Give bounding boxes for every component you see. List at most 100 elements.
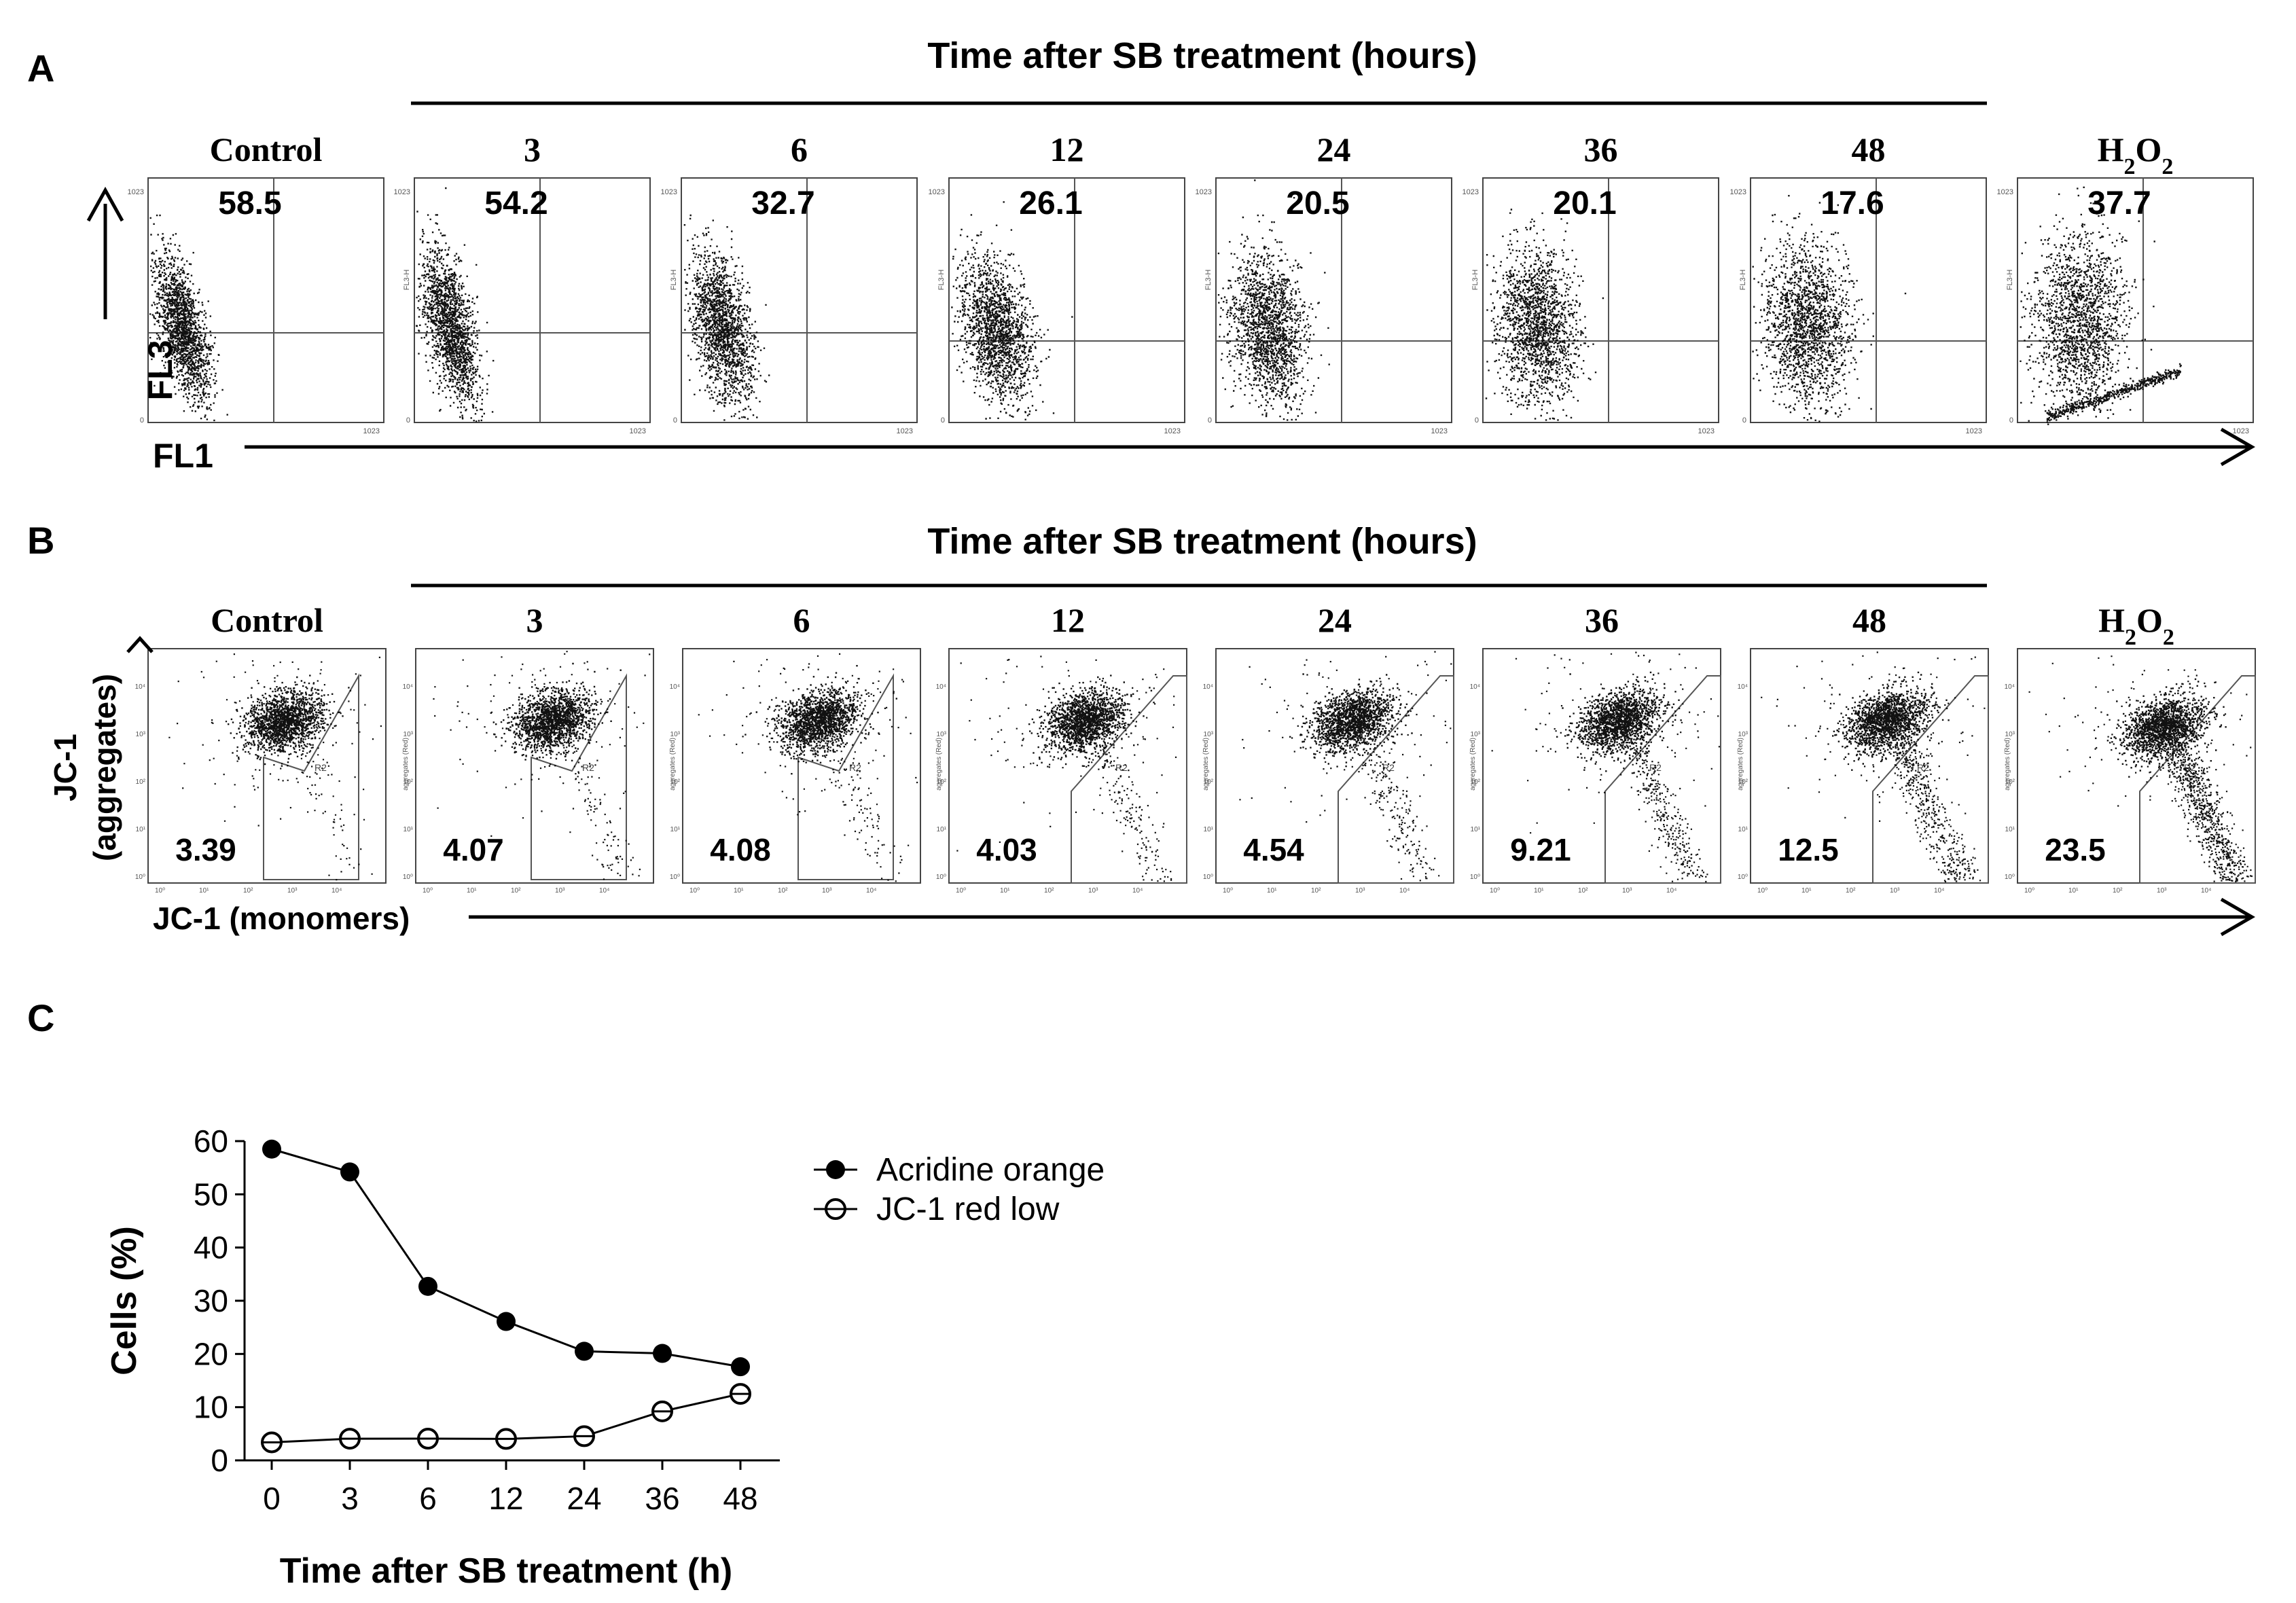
tick-label: 10¹ — [1267, 887, 1277, 895]
fl3-axis: FL3 — [86, 186, 179, 401]
flow-plot-b: 6 R2 10⁰ 10¹ 10² 10³ 10⁴ 10⁰ 10¹ 10² 10³ 10⁴ aggrega… — [669, 601, 921, 895]
column-header-b: 6 — [793, 601, 810, 639]
tick-label: 0 — [941, 416, 945, 425]
event-dots — [1761, 651, 1986, 883]
tick-label: 10² — [2113, 887, 2123, 895]
gate-r2 — [531, 673, 627, 880]
tick-label: 10¹ — [403, 826, 414, 833]
panel-a-header: Time after SB treatment (hours) — [927, 35, 1477, 76]
jc1-axis-label-line2: (aggregates) — [87, 674, 122, 861]
tick-label: 1023 — [1730, 188, 1746, 196]
quadrant-percentage: 54.2 — [484, 185, 548, 221]
tick-label: 10¹ — [734, 887, 744, 895]
gate-label: R2 — [1115, 762, 1128, 773]
gate-percentage: 9.21 — [1510, 832, 1571, 867]
quadrant-percentage: 32.7 — [751, 185, 814, 221]
gate-label: R2 — [849, 762, 861, 773]
tick-label: 1023 — [1463, 188, 1479, 196]
plot-frame — [147, 177, 384, 423]
tick-label: 10⁰ — [1203, 873, 1213, 881]
fl1-axis: FL1 — [153, 427, 2255, 475]
tick-label: 10¹ — [937, 826, 947, 833]
tick-label: 10¹ — [136, 826, 146, 833]
tick-label: 0 — [2009, 416, 2013, 425]
tick-label: 0 — [673, 416, 677, 425]
tick-label: 1023 — [128, 188, 144, 196]
event-dots — [951, 201, 1073, 420]
tick-label: 10⁴ — [1934, 887, 1944, 895]
fl1-axis-label: FL1 — [153, 437, 213, 475]
x-tick-label: 0 — [263, 1481, 281, 1516]
series-line — [271, 1148, 741, 1368]
tick-label: 10⁰ — [670, 873, 680, 881]
tick-label: 10² — [778, 887, 788, 895]
legend-label: Acridine orange — [876, 1152, 1105, 1188]
x-tick-label: 3 — [341, 1481, 359, 1516]
tick-label: 10³ — [937, 731, 947, 738]
column-header-a: 12 — [1050, 130, 1084, 168]
tick-label: 10² — [1311, 887, 1321, 895]
tick-label: 1023 — [363, 427, 380, 435]
tick-label: FL3-H — [2006, 270, 2014, 291]
tick-label: 0 — [1742, 416, 1746, 425]
tick-label: 10⁴ — [1132, 887, 1143, 895]
tick-label: 10² — [670, 778, 681, 786]
tick-label: 10⁴ — [1666, 887, 1676, 895]
tick-label: 10³ — [822, 887, 832, 895]
column-header-a: 3 — [524, 130, 541, 168]
tick-label: 10⁴ — [135, 683, 145, 691]
tick-label: aggregates (Red) — [1469, 738, 1477, 791]
gate-label: R2 — [1382, 762, 1395, 773]
tick-label: 10¹ — [1534, 887, 1544, 895]
tick-label: 10³ — [1355, 887, 1365, 895]
data-point-filled — [418, 1276, 437, 1296]
tick-label: 1023 — [1431, 427, 1448, 435]
data-point-filled — [575, 1341, 594, 1361]
x-axis-label: Time after SB treatment (h) — [280, 1551, 733, 1591]
flow-plot-a: H2O2 1023 0 1023 FL3-H 37.7 — [1997, 130, 2254, 435]
plot-frame — [682, 648, 921, 884]
y-axis-label: Cells (%) — [105, 1226, 144, 1375]
tick-label: aggregates (Red) — [935, 738, 943, 791]
y-tick-label: 30 — [194, 1283, 228, 1318]
tick-label: 10⁰ — [936, 873, 946, 881]
tick-label: 10⁴ — [1203, 683, 1213, 691]
event-dots — [1217, 179, 1330, 421]
event-dots — [2020, 186, 2182, 425]
tick-label: 10¹ — [1801, 887, 1812, 895]
tick-label: 10⁴ — [670, 683, 680, 691]
column-header-b: 24 — [1318, 601, 1352, 639]
event-dots — [956, 655, 1177, 882]
tick-label: 10¹ — [1000, 887, 1010, 895]
tick-label: 10⁰ — [1738, 873, 1748, 881]
gate-r2 — [1872, 675, 1989, 884]
tick-label: 1023 — [929, 188, 945, 196]
event-dots — [1485, 209, 1604, 421]
gate-percentage: 4.03 — [976, 832, 1037, 867]
event-dots — [416, 187, 495, 422]
panel-c-label: C — [27, 996, 54, 1039]
tick-label: 10³ — [2157, 887, 2167, 895]
gate-r2 — [1338, 675, 1454, 884]
fl3-axis-label: FL3 — [141, 340, 179, 401]
data-point-filled — [340, 1162, 359, 1182]
tick-label: 0 — [140, 416, 144, 425]
column-header-a: 48 — [1852, 130, 1886, 168]
tick-label: 1023 — [1698, 427, 1715, 435]
flow-plot-a: 3 1023 0 1023 FL3-H 54.2 — [394, 130, 651, 435]
x-tick-label: 12 — [488, 1481, 523, 1516]
tick-label: 10⁴ — [599, 887, 609, 895]
column-header-a: 24 — [1317, 130, 1351, 168]
tick-label: 10¹ — [199, 887, 209, 895]
quadrant-percentage: 20.5 — [1286, 185, 1349, 221]
tick-label: 10² — [2005, 778, 2015, 786]
column-header-b: Control — [211, 601, 323, 639]
tick-label: 1023 — [897, 427, 913, 435]
gate-percentage: 12.5 — [1778, 832, 1839, 867]
panel-b: B Time after SB treatment (hours) Contro… — [27, 519, 2256, 937]
x-tick-label: 48 — [723, 1481, 757, 1516]
